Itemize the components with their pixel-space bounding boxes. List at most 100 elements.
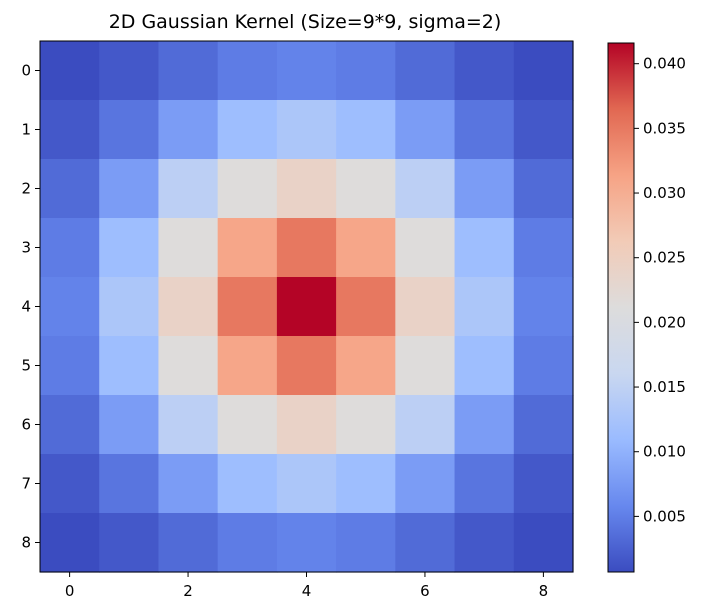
heatmap-cell-r1-c6	[395, 100, 456, 160]
x-tick-label: 4	[302, 582, 312, 600]
heatmap-cell-r0-c4	[276, 41, 337, 101]
heatmap-cell-r4-c2	[158, 277, 219, 337]
heatmap-cell-r6-c1	[99, 395, 160, 455]
heatmap-cell-r3-c1	[99, 218, 160, 278]
heatmap-cell-r3-c3	[217, 218, 278, 278]
colorbar-tick-label: 0.010	[643, 443, 686, 461]
heatmap-cell-r2-c1	[99, 159, 160, 219]
colorbar	[607, 42, 635, 573]
heatmap-cell-r0-c2	[158, 41, 219, 101]
x-tick-label: 2	[183, 582, 193, 600]
heatmap-cell-r2-c4	[276, 159, 337, 219]
heatmap-cell-r1-c7	[454, 100, 515, 160]
heatmap-cell-r3-c4	[276, 218, 337, 278]
y-tick-label: 2	[21, 180, 31, 198]
heatmap-cell-r8-c4	[276, 513, 337, 573]
heatmap-cell-r0-c5	[336, 41, 396, 101]
colorbar-tick-label: 0.035	[643, 119, 686, 137]
heatmap-cell-r7-c6	[395, 454, 456, 514]
heatmap-cell-r3-c5	[336, 218, 396, 278]
y-tick-label: 8	[21, 534, 31, 552]
heatmap-cell-r7-c5	[336, 454, 396, 514]
colorbar-axis: 0.005 0.010 0.015 0.020 0.025 0.030 0.035 0.040	[634, 55, 686, 525]
heatmap-cell-r7-c4	[276, 454, 337, 514]
y-tick-label: 3	[21, 239, 31, 257]
y-tick-label: 4	[21, 298, 31, 316]
x-tick-label: 0	[65, 582, 75, 600]
heatmap-cell-r6-c8	[513, 395, 574, 455]
heatmap-cell-r0-c3	[217, 41, 278, 101]
heatmap-cell-r3-c2	[158, 218, 219, 278]
heatmap-cell-r1-c5	[336, 100, 396, 160]
heatmap-cell-r5-c6	[395, 336, 456, 396]
y-tick-label: 1	[21, 121, 31, 139]
heatmap-cell-r1-c4	[276, 100, 337, 160]
x-tick-label: 6	[420, 582, 430, 600]
heatmap-cell-r1-c2	[158, 100, 219, 160]
y-axis: 0 1 2 3 4 5 6 7 8	[21, 62, 40, 552]
heatmap-cell-r6-c2	[158, 395, 219, 455]
heatmap-cell-r7-c3	[217, 454, 278, 514]
colorbar-tick-label: 0.040	[643, 55, 686, 73]
heatmap-cell-r2-c0	[40, 159, 100, 219]
colorbar-tick-label: 0.030	[643, 184, 686, 202]
y-tick-label: 7	[21, 475, 31, 493]
heatmap-cell-r5-c5	[336, 336, 396, 396]
heatmap-cell-r6-c6	[395, 395, 456, 455]
colorbar-tick-label: 0.020	[643, 313, 686, 331]
heatmap-cell-r7-c8	[513, 454, 574, 514]
heatmap-cell-r6-c3	[217, 395, 278, 455]
heatmap-cell-r4-c3	[217, 277, 278, 337]
colorbar-tick-label: 0.005	[643, 507, 686, 525]
heatmap-cell-r5-c3	[217, 336, 278, 396]
y-tick-label: 5	[21, 357, 31, 375]
heatmap-cell-r1-c3	[217, 100, 278, 160]
y-tick-label: 6	[21, 416, 31, 434]
heatmap-cell-r3-c8	[513, 218, 574, 278]
heatmap-cell-r6-c4	[276, 395, 337, 455]
heatmap-cell-r2-c7	[454, 159, 515, 219]
heatmap-cell-r5-c4	[276, 336, 337, 396]
heatmap-cell-r7-c7	[454, 454, 515, 514]
heatmap-cell-r4-c8	[513, 277, 574, 337]
heatmap-cell-r3-c0	[40, 218, 100, 278]
heatmap-cell-r8-c5	[336, 513, 396, 573]
heatmap-cell-r4-c4	[276, 277, 337, 337]
chart-title: 2D Gaussian Kernel (Size=9*9, sigma=2)	[109, 11, 502, 33]
heatmap-cell-r4-c6	[395, 277, 456, 337]
heatmap-cell-r6-c0	[40, 395, 100, 455]
heatmap-cell-r5-c8	[513, 336, 574, 396]
heatmap-cell-r2-c6	[395, 159, 456, 219]
heatmap-cell-r1-c8	[513, 100, 574, 160]
y-tick-label: 0	[21, 62, 31, 80]
x-axis: 0 2 4 6 8	[65, 572, 548, 600]
heatmap-cell-r6-c5	[336, 395, 396, 455]
heatmap-cell-r0-c1	[99, 41, 160, 101]
heatmap-cell-r4-c1	[99, 277, 160, 337]
heatmap-cell-r2-c3	[217, 159, 278, 219]
heatmap-cell-r7-c0	[40, 454, 100, 514]
heatmap-cell-r4-c7	[454, 277, 515, 337]
heatmap-cell-r8-c8	[513, 513, 574, 573]
colorbar-tick-label: 0.015	[643, 378, 686, 396]
colorbar-tick-label: 0.025	[643, 249, 686, 267]
heatmap-cell-r1-c0	[40, 100, 100, 160]
heatmap-cell-r8-c1	[99, 513, 160, 573]
heatmap-cell-r8-c7	[454, 513, 515, 573]
heatmap-cell-r8-c2	[158, 513, 219, 573]
x-tick-label: 8	[539, 582, 549, 600]
heatmap-cell-r5-c2	[158, 336, 219, 396]
heatmap-cell-r7-c1	[99, 454, 160, 514]
heatmap-cells	[40, 41, 574, 573]
heatmap-cell-r5-c0	[40, 336, 100, 396]
heatmap-cell-r3-c7	[454, 218, 515, 278]
heatmap-cell-r5-c1	[99, 336, 160, 396]
heatmap-cell-r0-c0	[40, 41, 100, 101]
heatmap-cell-r4-c0	[40, 277, 100, 337]
heatmap-cell-r0-c7	[454, 41, 515, 101]
heatmap-cell-r4-c5	[336, 277, 396, 337]
heatmap-cell-r1-c1	[99, 100, 160, 160]
heatmap-cell-r2-c8	[513, 159, 574, 219]
heatmap-cell-r8-c6	[395, 513, 456, 573]
heatmap-cell-r8-c0	[40, 513, 100, 573]
